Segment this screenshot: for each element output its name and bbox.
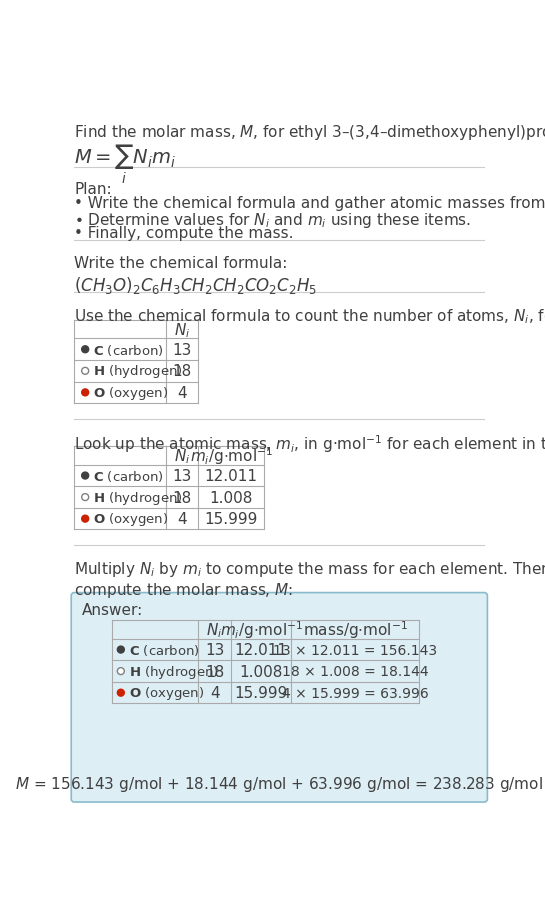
Circle shape — [82, 347, 89, 353]
Text: Write the chemical formula:: Write the chemical formula: — [74, 256, 288, 271]
Text: $\mathbf{C}$ (carbon): $\mathbf{C}$ (carbon) — [93, 342, 164, 358]
Text: $M = \sum_{i} N_i m_i$: $M = \sum_{i} N_i m_i$ — [74, 143, 177, 186]
Text: 18: 18 — [205, 664, 224, 679]
Text: 13: 13 — [172, 342, 192, 358]
Text: $m_i$/g$\cdot$mol$^{-1}$: $m_i$/g$\cdot$mol$^{-1}$ — [220, 619, 302, 641]
Text: 13: 13 — [172, 469, 192, 483]
Text: • Determine values for $N_i$ and $m_i$ using these items.: • Determine values for $N_i$ and $m_i$ u… — [74, 210, 471, 229]
Text: $\mathbf{O}$ (oxygen): $\mathbf{O}$ (oxygen) — [93, 385, 168, 402]
Text: Find the molar mass, $M$, for ethyl 3–(3,4–dimethoxyphenyl)propionate:: Find the molar mass, $M$, for ethyl 3–(3… — [74, 123, 545, 142]
Text: Look up the atomic mass, $m_i$, in g·mol$^{-1}$ for each element in the periodic: Look up the atomic mass, $m_i$, in g·mol… — [74, 433, 545, 454]
Text: $\mathbf{O}$ (oxygen): $\mathbf{O}$ (oxygen) — [93, 510, 168, 527]
Text: $\mathbf{H}$ (hydrogen): $\mathbf{H}$ (hydrogen) — [93, 363, 183, 380]
Text: Answer:: Answer: — [82, 602, 143, 617]
Circle shape — [82, 368, 89, 375]
Text: • Finally, compute the mass.: • Finally, compute the mass. — [74, 225, 294, 240]
Circle shape — [82, 494, 89, 501]
Text: 4 × 15.999 = 63.996: 4 × 15.999 = 63.996 — [282, 686, 428, 700]
Text: $\mathbf{H}$ (hydrogen): $\mathbf{H}$ (hydrogen) — [129, 663, 218, 680]
Text: 18: 18 — [172, 364, 192, 379]
Circle shape — [117, 668, 124, 675]
Text: Plan:: Plan: — [74, 182, 112, 197]
Text: $(CH_3O)_2C_6H_3CH_2CH_2CO_2C_2H_5$: $(CH_3O)_2C_6H_3CH_2CH_2CO_2C_2H_5$ — [74, 275, 317, 295]
Circle shape — [117, 690, 124, 696]
Text: 13 × 12.011 = 156.143: 13 × 12.011 = 156.143 — [273, 643, 437, 656]
FancyBboxPatch shape — [71, 593, 487, 802]
Text: 1.008: 1.008 — [239, 664, 283, 679]
Text: Multiply $N_i$ by $m_i$ to compute the mass for each element. Then sum those val: Multiply $N_i$ by $m_i$ to compute the m… — [74, 559, 545, 600]
Text: 4: 4 — [177, 512, 187, 526]
Text: $N_i$: $N_i$ — [207, 620, 223, 639]
Text: Use the chemical formula to count the number of atoms, $N_i$, for each element:: Use the chemical formula to count the nu… — [74, 307, 545, 325]
Text: 18: 18 — [172, 490, 192, 505]
Circle shape — [82, 389, 89, 396]
Text: $\mathbf{C}$ (carbon): $\mathbf{C}$ (carbon) — [129, 642, 199, 657]
Circle shape — [117, 647, 124, 653]
Text: • Write the chemical formula and gather atomic masses from the periodic table.: • Write the chemical formula and gather … — [74, 196, 545, 211]
Text: $N_i$: $N_i$ — [174, 447, 190, 465]
Circle shape — [82, 472, 89, 479]
Text: $\mathbf{C}$ (carbon): $\mathbf{C}$ (carbon) — [93, 469, 164, 483]
Text: 15.999: 15.999 — [234, 685, 288, 701]
Text: $m_i$/g$\cdot$mol$^{-1}$: $m_i$/g$\cdot$mol$^{-1}$ — [190, 445, 273, 467]
Text: 4: 4 — [177, 386, 187, 400]
Text: 18 × 1.008 = 18.144: 18 × 1.008 = 18.144 — [282, 665, 428, 678]
Text: 1.008: 1.008 — [210, 490, 253, 505]
Text: mass/g$\cdot$mol$^{-1}$: mass/g$\cdot$mol$^{-1}$ — [303, 619, 408, 641]
Text: 12.011: 12.011 — [205, 469, 258, 483]
Text: $N_i$: $N_i$ — [174, 321, 190, 340]
Text: $\mathbf{O}$ (oxygen): $\mathbf{O}$ (oxygen) — [129, 684, 204, 702]
Text: 12.011: 12.011 — [234, 642, 288, 657]
Circle shape — [82, 516, 89, 523]
Text: $M$ = 156.143 g/mol + 18.144 g/mol + 63.996 g/mol = 238.283 g/mol: $M$ = 156.143 g/mol + 18.144 g/mol + 63.… — [15, 774, 543, 793]
Text: 4: 4 — [210, 685, 220, 701]
Text: 15.999: 15.999 — [204, 512, 258, 526]
Text: $\mathbf{H}$ (hydrogen): $\mathbf{H}$ (hydrogen) — [93, 489, 183, 506]
Text: 13: 13 — [205, 642, 225, 657]
